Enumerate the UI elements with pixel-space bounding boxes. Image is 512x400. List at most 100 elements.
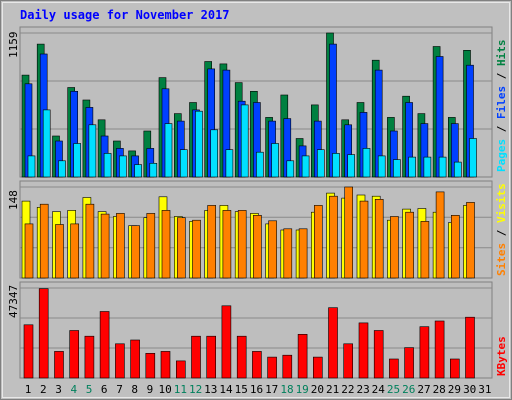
bar-pages-day-16 [256, 151, 264, 178]
hits-legend: Pages / Files / Hits [495, 40, 508, 173]
x-tick-label-9: 9 [147, 383, 154, 396]
bar-pages-day-25 [393, 159, 401, 178]
bar-sites-day-13 [207, 205, 216, 279]
x-tick-label-28: 28 [433, 383, 446, 396]
bar-kbytes-day-25 [389, 358, 399, 379]
bar-kbytes-day-28 [434, 320, 445, 379]
bar-sites-day-17 [268, 220, 277, 279]
bar-pages-day-22 [347, 154, 356, 178]
bar-pages-day-29 [453, 161, 462, 178]
x-tick-label-4: 4 [70, 383, 77, 396]
visits-max-label: 148 [7, 190, 20, 210]
bar-kbytes-day-6 [99, 311, 110, 379]
bar-kbytes-day-9 [145, 352, 156, 379]
bar-sites-day-3 [55, 224, 64, 279]
bar-kbytes-day-10 [160, 351, 171, 379]
bar-pages-day-14 [225, 149, 234, 178]
x-tick-label-24: 24 [372, 383, 386, 396]
bar-sites-day-29 [450, 215, 460, 279]
bar-pages-day-13 [210, 129, 218, 178]
bar-sites-day-1 [24, 223, 34, 279]
bar-kbytes-day-16 [252, 351, 262, 379]
bar-sites-day-16 [253, 215, 262, 279]
hits-max-label: 1159 [7, 32, 20, 59]
bar-pages-day-5 [88, 124, 97, 178]
bar-kbytes-day-7 [115, 343, 125, 379]
x-tick-label-10: 10 [158, 383, 171, 396]
bar-kbytes-day-24 [373, 330, 384, 379]
x-tick-label-21: 21 [326, 383, 339, 396]
visits-legend: Sites / Visits [495, 183, 508, 276]
bar-kbytes-day-13 [206, 335, 216, 379]
bar-pages-day-8 [134, 164, 142, 178]
bar-pages-day-24 [377, 155, 386, 178]
bar-sites-day-12 [192, 219, 201, 279]
bar-pages-day-1 [27, 155, 36, 178]
x-tick-label-3: 3 [55, 383, 62, 396]
svg-text:Sites / Visits: Sites / Visits [495, 183, 508, 276]
bar-kbytes-day-27 [419, 326, 430, 379]
bar-sites-day-18 [283, 228, 293, 279]
bar-kbytes-day-2 [38, 288, 49, 379]
x-tick-label-20: 20 [311, 383, 324, 396]
legend-sep-2: / [495, 66, 508, 86]
bar-sites-day-15 [237, 210, 247, 279]
x-tick-label-30: 30 [463, 383, 476, 396]
svg-text:KBytes: KBytes [495, 336, 508, 376]
legend-hits: Hits [495, 40, 508, 67]
x-tick-label-7: 7 [116, 383, 123, 396]
bar-pages-day-3 [58, 160, 66, 178]
bar-kbytes-day-15 [236, 335, 247, 379]
x-tick-label-27: 27 [417, 383, 430, 396]
bar-pages-day-12 [195, 110, 203, 178]
bar-pages-day-26 [408, 156, 416, 178]
x-tick-label-31: 31 [478, 383, 491, 396]
x-tick-label-18: 18 [280, 383, 293, 396]
kbytes-max-label: 47347 [7, 285, 20, 318]
legend-pages: Pages [495, 139, 508, 172]
bar-sites-day-6 [100, 213, 110, 279]
bar-pages-day-10 [164, 123, 173, 178]
bar-pages-day-6 [103, 153, 112, 178]
bar-kbytes-day-5 [84, 335, 95, 379]
bar-pages-day-4 [73, 143, 81, 178]
legend-sep-3: / [495, 223, 508, 243]
x-tick-label-2: 2 [40, 383, 47, 396]
bar-kbytes-day-18 [282, 354, 293, 379]
bar-kbytes-day-4 [69, 330, 79, 379]
legend-sep-1: / [495, 119, 508, 139]
bar-sites-day-30 [466, 202, 475, 279]
x-tick-label-23: 23 [356, 383, 369, 396]
bar-kbytes-day-3 [54, 351, 64, 379]
x-tick-label-12: 12 [189, 383, 202, 396]
bar-sites-day-22 [344, 186, 354, 279]
bar-sites-day-10 [161, 210, 171, 279]
bar-kbytes-day-17 [267, 356, 277, 379]
x-tick-label-19: 19 [296, 383, 309, 396]
bar-sites-day-24 [374, 199, 384, 279]
bar-sites-day-23 [359, 200, 369, 279]
x-tick-label-15: 15 [235, 383, 248, 396]
x-tick-labels: 1 2 3 4 5 6 7 8 9 10 11 12 13 14 15 16 17 18 19 20 21 22 23 24 2… [25, 383, 492, 396]
bar-sites-day-11 [177, 217, 186, 279]
bar-kbytes-day-22 [343, 343, 354, 379]
bar-pages-day-28 [438, 156, 447, 178]
x-tick-label-1: 1 [25, 383, 32, 396]
bar-pages-day-15 [240, 104, 249, 178]
bar-sites-day-8 [131, 225, 140, 279]
bar-kbytes-day-11 [176, 360, 186, 379]
bar-pages-day-20 [316, 149, 325, 178]
x-tick-label-14: 14 [219, 383, 233, 396]
bar-kbytes-day-14 [221, 305, 232, 379]
bar-kbytes-day-12 [191, 335, 201, 379]
x-tick-label-22: 22 [341, 383, 354, 396]
kbytes-legend: KBytes [495, 336, 508, 376]
bar-kbytes-day-1 [23, 324, 34, 379]
bar-pages-day-7 [119, 155, 127, 178]
bar-sites-day-2 [39, 203, 49, 279]
x-tick-label-8: 8 [131, 383, 138, 396]
bar-pages-day-9 [149, 163, 158, 178]
bar-pages-day-21 [332, 153, 340, 178]
